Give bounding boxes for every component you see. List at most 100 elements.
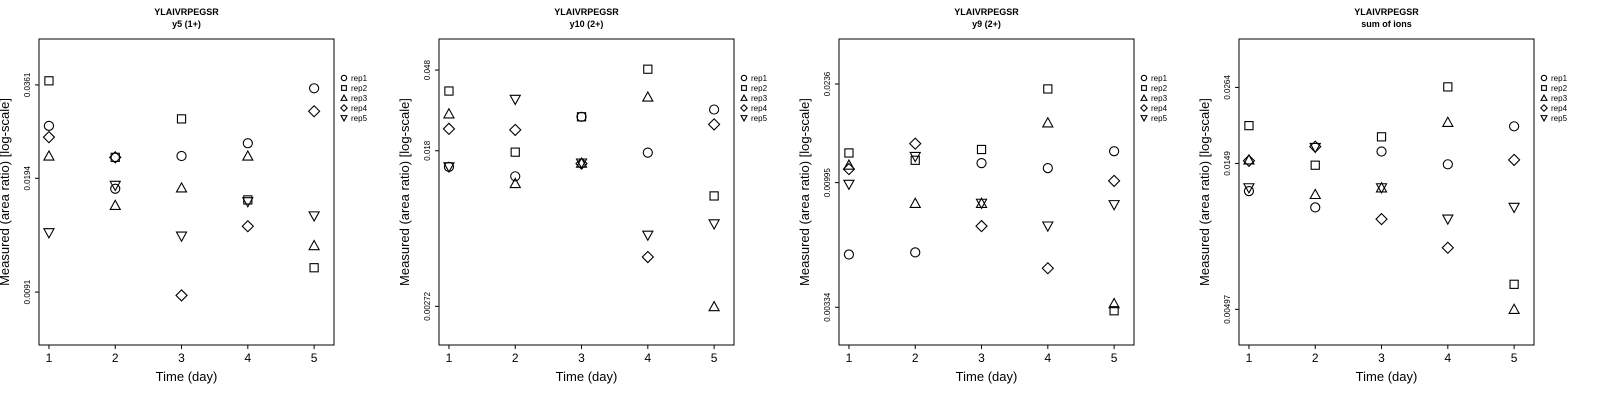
legend-marker-rep2 [1141,85,1147,91]
panel-1: YLAIVRPEGSR y5 (1+) 1 2 3 4 5 Time (day) 0.0361 0… [0,7,368,384]
data-point-rep5 [442,162,455,174]
legend-marker-rep3 [740,93,748,101]
x-axis-label: Time (day) [956,369,1018,384]
panel-title: YLAIVRPEGSR [954,7,1019,17]
data-point-rep2 [1244,121,1254,131]
data-point-rep4 [241,219,255,233]
data-point-rep5 [308,211,321,223]
legend-marker-rep1 [340,74,348,82]
panel-title: YLAIVRPEGSR [154,7,219,17]
legend-label: rep5 [1551,114,1568,123]
y-axis-label: Measured (area ratio) [log-scale] [1197,98,1212,286]
x-tick-label: 4 [244,351,251,365]
legend-label: rep3 [1551,94,1568,103]
data-point-rep1 [576,111,587,122]
y-tick-label: 0.00272 [423,291,432,320]
data-point-rep4 [1375,212,1388,226]
plot-frame [438,38,735,346]
legend-marker-rep5 [1140,115,1148,123]
x-tick-label: 2 [912,351,919,365]
legend-label: rep4 [1551,104,1568,113]
legend-marker-rep1 [1140,74,1148,82]
plot-frame [1238,38,1535,346]
data-point-rep2 [510,147,520,157]
x-axis-label: Time (day) [156,369,218,384]
legend-label: rep2 [1551,84,1568,93]
x-tick-label: 4 [1044,351,1051,365]
y-tick-label: 0.0361 [23,72,32,97]
data-point-rep1 [1376,146,1387,157]
data-point-rep5 [842,179,855,191]
data-point-rep1 [642,147,653,158]
x-tick-label: 2 [512,351,519,365]
legend-label: rep1 [751,74,768,83]
x-tick-label: 3 [178,351,185,365]
data-point-rep5 [175,231,188,243]
legend-marker-rep5 [340,115,348,123]
data-point-rep3 [1309,188,1322,200]
legend-label: rep3 [751,94,768,103]
panel-3: YLAIVRPEGSR y9 (2+) 1 2 3 4 5 Time (day) 0.0236 0… [797,7,1168,384]
legend-label: rep1 [1151,74,1168,83]
data-point-rep1 [1509,121,1520,132]
data-point-rep4 [707,118,721,131]
data-point-rep1 [110,183,121,194]
legend-marker-rep3 [1140,93,1148,101]
data-point-rep1 [43,120,55,131]
data-point-rep2 [309,263,319,273]
data-point-rep5 [909,151,922,163]
data-point-rep2 [1310,160,1320,170]
x-tick-label: 3 [978,351,985,365]
data-point-rep1 [1109,146,1120,157]
legend-label: rep5 [351,114,368,123]
panel-2: YLAIVRPEGSR y10 (2+) 1 2 3 4 5 Time (day) 0.048 0… [397,7,768,384]
data-point-rep1 [176,150,187,162]
data-point-rep2 [243,195,253,205]
panel-title: YLAIVRPEGSR [1354,7,1419,17]
legend-label: rep4 [1151,104,1168,113]
x-tick-label: 4 [1444,351,1451,365]
data-point-rep1 [242,138,253,149]
data-point-rep3 [1441,116,1454,127]
legend-marker-rep2 [741,85,747,91]
x-axis-label: Time (day) [1356,369,1418,384]
legend-label: rep5 [1151,114,1168,123]
data-point-rep1 [709,104,720,115]
data-point-rep3 [1508,303,1521,314]
legend-label: rep5 [751,114,768,123]
legend-marker-rep1 [740,74,748,82]
y-tick-label: 0.0264 [1223,75,1232,100]
x-tick-label: 2 [1312,351,1319,365]
legend-label: rep2 [1151,84,1168,93]
legend-label: rep4 [751,104,768,113]
data-point-rep3 [308,239,321,251]
data-point-rep4 [108,151,122,164]
data-point-rep4 [1308,140,1322,153]
y-tick-label: 0.048 [423,59,432,80]
data-point-rep2 [44,76,54,86]
y-tick-label: 0.00334 [823,292,832,321]
data-point-rep2 [110,152,120,162]
data-point-rep3 [442,107,455,119]
x-tick-label: 1 [46,351,53,365]
data-point-rep5 [42,228,55,239]
data-point-rep5 [1108,200,1121,211]
data-point-rep4 [1242,154,1256,168]
data-point-rep5 [641,230,654,242]
y-tick-label: 0.018 [423,140,432,161]
x-tick-label: 1 [446,351,453,365]
x-tick-label: 1 [846,351,853,365]
data-point-rep1 [1243,185,1255,197]
data-point-rep3 [708,300,721,312]
x-tick-label: 1 [1246,351,1253,365]
data-point-rep1 [309,83,320,94]
x-tick-label: 5 [1511,351,1518,365]
legend-label: rep3 [1151,94,1168,103]
data-point-rep3 [109,199,122,211]
data-point-rep5 [1375,183,1388,195]
data-point-rep3 [241,149,254,161]
panel-4: YLAIVRPEGSR sum of ions 1 2 3 4 5 Time (day) 0.0… [1197,7,1568,384]
